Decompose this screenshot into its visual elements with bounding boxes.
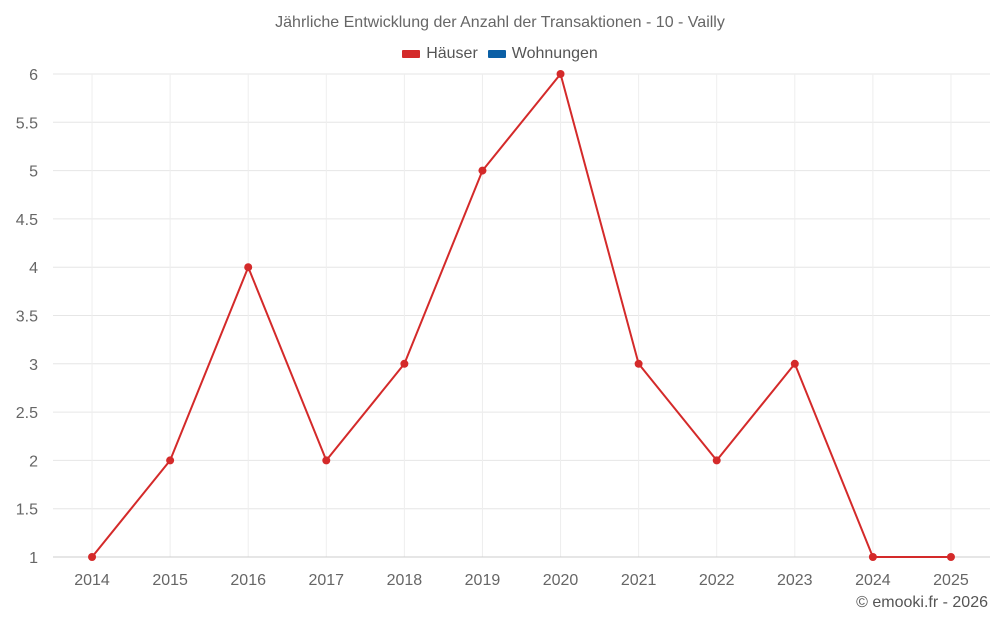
- x-tick-label: 2016: [230, 572, 266, 589]
- y-tick-label: 6: [29, 67, 38, 84]
- y-tick-label: 4: [29, 260, 38, 277]
- legend-swatch-haeuser: [402, 50, 421, 58]
- y-tick-label: 1: [29, 550, 38, 567]
- data-point: [790, 359, 799, 368]
- y-tick-label: 4.5: [16, 212, 38, 229]
- data-point: [322, 456, 331, 465]
- data-point: [634, 359, 643, 368]
- x-tick-label: 2023: [777, 572, 813, 589]
- y-tick-label: 5: [29, 164, 38, 181]
- data-point: [556, 70, 565, 78]
- y-tick-label: 3: [29, 357, 38, 374]
- y-tick-label: 2.5: [16, 405, 38, 422]
- x-tick-label: 2018: [387, 572, 423, 589]
- legend-item-wohnungen[interactable]: Wohnungen: [487, 45, 598, 63]
- x-tick-label: 2020: [543, 572, 579, 589]
- data-point: [478, 166, 487, 175]
- legend-item-haeuser[interactable]: Häuser: [402, 45, 478, 63]
- x-tick-label: 2015: [152, 572, 188, 589]
- data-point: [244, 263, 253, 272]
- data-point: [712, 456, 721, 465]
- x-tick-label: 2014: [74, 572, 110, 589]
- legend-label-wohnungen: Wohnungen: [511, 45, 598, 62]
- x-tick-label: 2017: [308, 572, 344, 589]
- legend-label-haeuser: Häuser: [426, 45, 478, 62]
- x-tick-label: 2019: [465, 572, 501, 589]
- y-tick-label: 2: [29, 453, 38, 470]
- x-tick-label: 2025: [933, 572, 969, 589]
- legend: Häuser Wohnungen: [0, 45, 1000, 63]
- x-tick-label: 2022: [699, 572, 735, 589]
- data-point: [88, 553, 97, 561]
- series-line-0: [91, 73, 951, 558]
- x-tick-label: 2021: [621, 572, 657, 589]
- data-point: [868, 553, 877, 561]
- y-tick-label: 1.5: [16, 502, 38, 519]
- y-tick-label: 5.5: [16, 115, 38, 132]
- data-point: [400, 359, 409, 368]
- data-point: [946, 553, 955, 561]
- y-tick-label: 3.5: [16, 309, 38, 326]
- x-tick-label: 2024: [855, 572, 891, 589]
- data-point: [166, 456, 175, 465]
- credit-text: © emooki.fr - 2026: [856, 594, 988, 611]
- legend-swatch-wohnungen: [487, 50, 506, 58]
- chart-title: Jährliche Entwicklung der Anzahl der Tra…: [275, 14, 725, 31]
